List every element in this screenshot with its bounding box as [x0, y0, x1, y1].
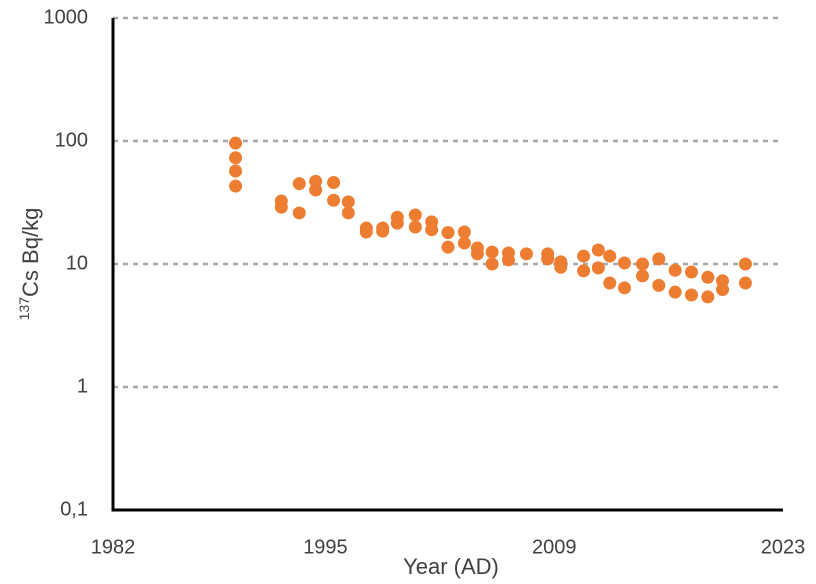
- scatter-point: [738, 257, 752, 271]
- scatter-point: [229, 151, 243, 165]
- y-axis-title-superscript: 137: [16, 297, 32, 321]
- scatter-point: [701, 270, 715, 284]
- y-axis-title-text: Cs Bq/kg: [18, 208, 43, 297]
- scatter-point: [591, 261, 605, 275]
- scatter-point: [591, 243, 605, 257]
- scatter-point: [652, 252, 666, 266]
- scatter-point: [652, 278, 666, 292]
- scatter-point: [229, 136, 243, 150]
- scatter-point: [716, 283, 730, 297]
- scatter-point: [292, 177, 306, 191]
- scatter-point: [470, 247, 484, 261]
- scatter-point: [327, 193, 341, 207]
- scatter-point: [519, 247, 533, 261]
- y-tick-label: 1000: [44, 6, 89, 28]
- scatter-point: [425, 223, 439, 237]
- scatter-point: [341, 195, 355, 209]
- scatter-point: [577, 264, 591, 278]
- scatter-point: [408, 208, 422, 222]
- scatter-point: [274, 200, 288, 214]
- scatter-point: [457, 236, 471, 250]
- scatter-point: [376, 224, 390, 238]
- scatter-point: [635, 257, 649, 271]
- scatter-point: [441, 240, 455, 254]
- scatter-point: [485, 245, 499, 259]
- y-tick-label: 0,1: [60, 498, 88, 520]
- y-tick-label: 1: [77, 375, 88, 397]
- y-tick-label: 100: [55, 129, 88, 151]
- scatter-point: [292, 206, 306, 220]
- x-tick-label: 1995: [303, 536, 348, 558]
- scatter-point: [309, 183, 323, 197]
- scatter-point: [684, 265, 698, 279]
- scatter-point: [684, 288, 698, 302]
- scatter-point: [229, 179, 243, 193]
- scatter-point: [541, 252, 555, 266]
- scatter-point: [617, 281, 631, 295]
- scatter-point: [635, 269, 649, 283]
- scatter-point: [341, 206, 355, 220]
- scatter-point: [668, 285, 682, 299]
- y-axis-title: 137Cs Bq/kg: [16, 208, 43, 321]
- x-tick-label: 2009: [532, 536, 577, 558]
- scatter-point: [441, 226, 455, 240]
- scatter-point: [485, 257, 499, 271]
- scatter-point: [408, 220, 422, 234]
- scatter-point: [457, 225, 471, 239]
- scatter-point: [554, 260, 568, 274]
- x-tick-label: 2023: [761, 536, 806, 558]
- scatter-point: [603, 249, 617, 263]
- scatter-point: [359, 225, 373, 239]
- y-tick-label: 10: [66, 252, 88, 274]
- scatter-point: [603, 276, 617, 290]
- scatter-point: [390, 216, 404, 230]
- scatter-point: [229, 164, 243, 178]
- scatter-point: [617, 256, 631, 270]
- scatter-point: [701, 290, 715, 304]
- scatter-point: [738, 276, 752, 290]
- scatter-point: [501, 253, 515, 267]
- scatter-point: [577, 249, 591, 263]
- x-tick-label: 1982: [91, 536, 136, 558]
- scatter-point: [668, 263, 682, 277]
- x-axis-title: Year (AD): [403, 554, 499, 579]
- scatter-point: [327, 175, 341, 189]
